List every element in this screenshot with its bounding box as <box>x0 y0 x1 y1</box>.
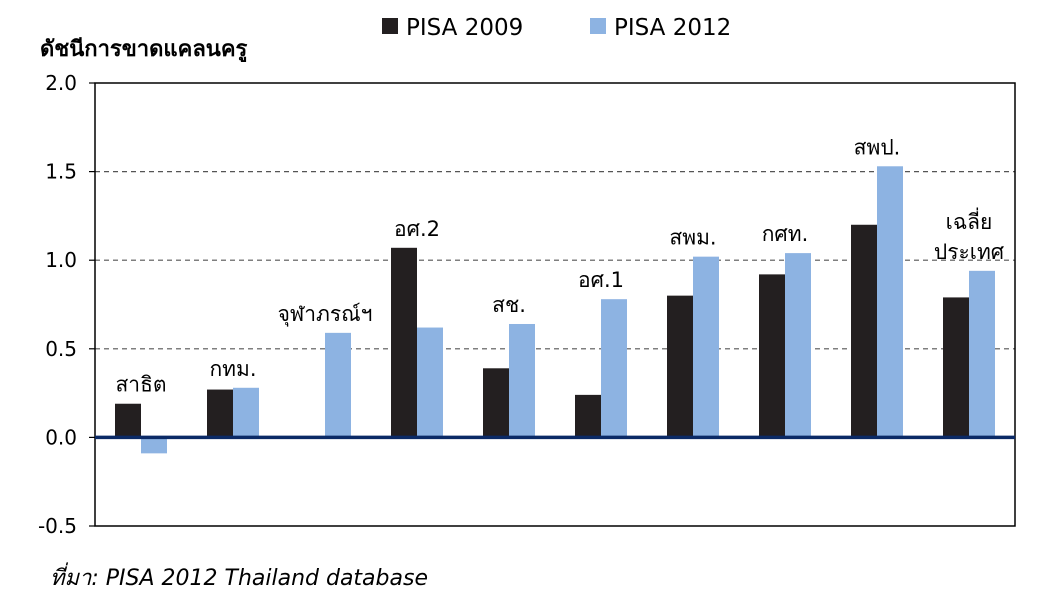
y-tick-label: 0.0 <box>45 425 77 449</box>
bar-pisa-2012 <box>601 299 627 438</box>
bar-pisa-2009 <box>391 247 417 438</box>
category-label: สพม. <box>669 226 716 250</box>
y-axis-label: ดัชนีการขาดแคลนครู <box>40 37 248 63</box>
bar-pisa-2012 <box>785 253 811 438</box>
category-label: กทม. <box>209 357 256 381</box>
category-label: อศ.1 <box>578 268 624 292</box>
bar-pisa-2009 <box>667 295 693 438</box>
bar-pisa-2009 <box>851 224 877 438</box>
y-tick-label: 1.0 <box>45 248 77 272</box>
bar-pisa-2012 <box>325 332 351 438</box>
plot-frame <box>94 82 1016 527</box>
legend-swatch <box>590 18 606 34</box>
bars <box>115 166 995 454</box>
category-label: จุฬาภรณ์ฯ <box>278 302 373 327</box>
category-label: สาธิต <box>115 373 166 397</box>
bar-pisa-2009 <box>115 403 141 438</box>
y-tick-labels: 2.0 1.5 1.0 0.5 0.0 -0.5 <box>38 71 95 538</box>
y-tick-label: -0.5 <box>38 514 77 538</box>
bar-pisa-2009 <box>759 274 785 438</box>
chart: PISA 2009 PISA 2012 ดัชนีการขาดแคลนครู 2.… <box>38 15 1016 538</box>
y-tick-label: 2.0 <box>45 71 77 95</box>
bar-pisa-2012 <box>877 166 903 438</box>
bar-pisa-2012 <box>509 323 535 438</box>
legend-label: PISA 2012 <box>614 15 731 41</box>
y-tick-label: 0.5 <box>45 337 77 361</box>
bar-pisa-2009 <box>483 368 509 438</box>
bar-pisa-2012 <box>693 256 719 438</box>
category-label: ประเทศ <box>934 240 1005 264</box>
source-note: ที่มา: PISA 2012 Thailand database <box>50 566 428 591</box>
bar-pisa-2012 <box>969 270 995 438</box>
legend: PISA 2009 PISA 2012 <box>382 15 731 41</box>
bar-pisa-2009 <box>207 389 233 438</box>
category-label: สพป. <box>854 135 901 159</box>
y-tick-label: 1.5 <box>45 160 77 184</box>
category-label: กศท. <box>762 222 809 246</box>
category-label: อศ.2 <box>394 217 440 241</box>
bar-pisa-2012 <box>417 327 443 438</box>
bar-pisa-2009 <box>943 297 969 438</box>
legend-swatch <box>382 18 398 34</box>
bar-pisa-2012 <box>141 437 167 454</box>
bar-pisa-2009 <box>575 394 601 438</box>
category-labels: สาธิต กทม. จุฬาภรณ์ฯ อศ.2 สช. อศ.1 สพม. กศท. สพป… <box>115 135 1004 396</box>
category-label: สช. <box>492 293 526 317</box>
category-label: เฉลี่ย <box>946 207 993 234</box>
legend-label: PISA 2009 <box>406 15 523 41</box>
bar-pisa-2012 <box>233 387 259 438</box>
